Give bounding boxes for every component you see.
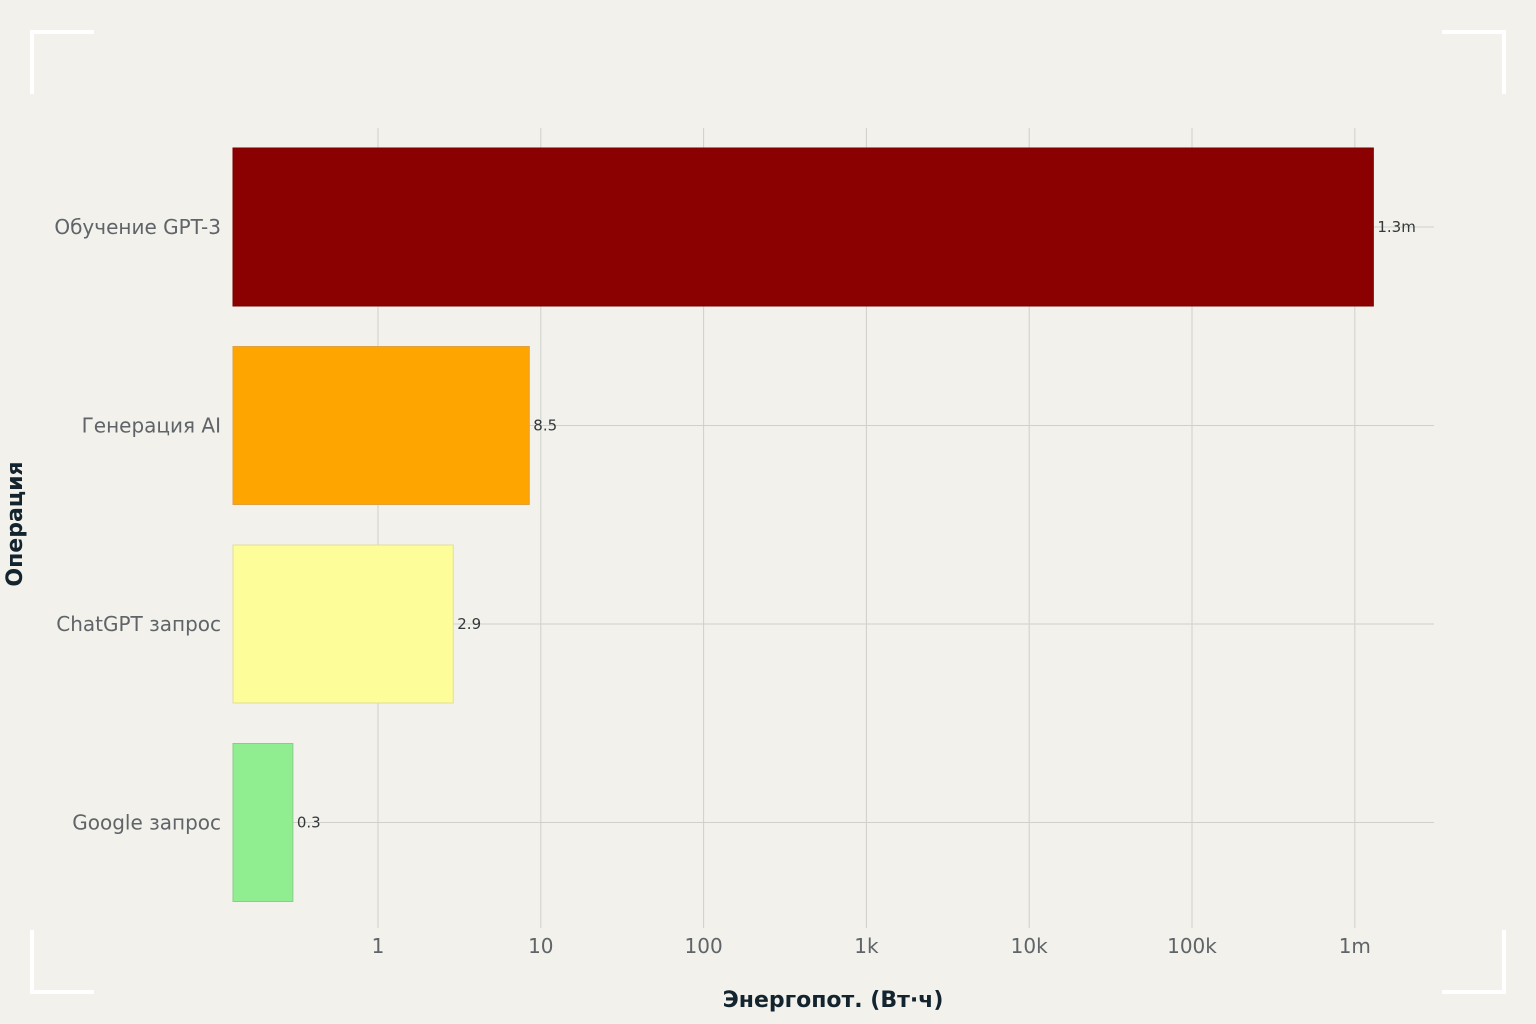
y-grid (233, 226, 1434, 823)
bar (232, 147, 1374, 307)
bar (232, 346, 530, 505)
data-labels: 1.3m 8.5 2.9 0.3 (297, 218, 1416, 832)
category-label: Обучение GPT-3 (54, 215, 221, 239)
data-label: 1.3m (1377, 218, 1415, 236)
frame-corner-bottom-left (30, 930, 94, 994)
data-label: 2.9 (457, 615, 481, 633)
x-tick-label: 100 (685, 934, 723, 958)
category-label: Google запрос (72, 811, 221, 835)
data-label: 0.3 (297, 814, 321, 832)
bar (232, 544, 454, 704)
x-tick-label: 100k (1167, 934, 1217, 958)
x-tick-label: 10k (1011, 934, 1048, 958)
data-label: 8.5 (533, 417, 557, 435)
y-axis-title: Операция (3, 461, 28, 586)
x-tick-label: 1 (372, 934, 385, 958)
x-tick-labels: 1 10 100 1k 10k 100k 1m (372, 934, 1371, 958)
frame-corner-bottom-right (1442, 930, 1506, 994)
y-category-labels: Обучение GPT-3 Генерация AI ChatGPT запрос… (54, 215, 221, 835)
bars (232, 147, 1374, 902)
category-label: ChatGPT запрос (56, 612, 221, 636)
x-tick-label: 1k (854, 934, 879, 958)
bar (232, 743, 294, 902)
x-tick-label: 1m (1339, 934, 1371, 958)
frame-corner-top-left (30, 30, 94, 94)
x-tick-label: 10 (528, 934, 553, 958)
x-axis-title: Энергопот. (Вт·ч) (723, 988, 944, 1013)
frame-corner-top-right (1442, 30, 1506, 94)
category-label: Генерация AI (82, 414, 221, 438)
